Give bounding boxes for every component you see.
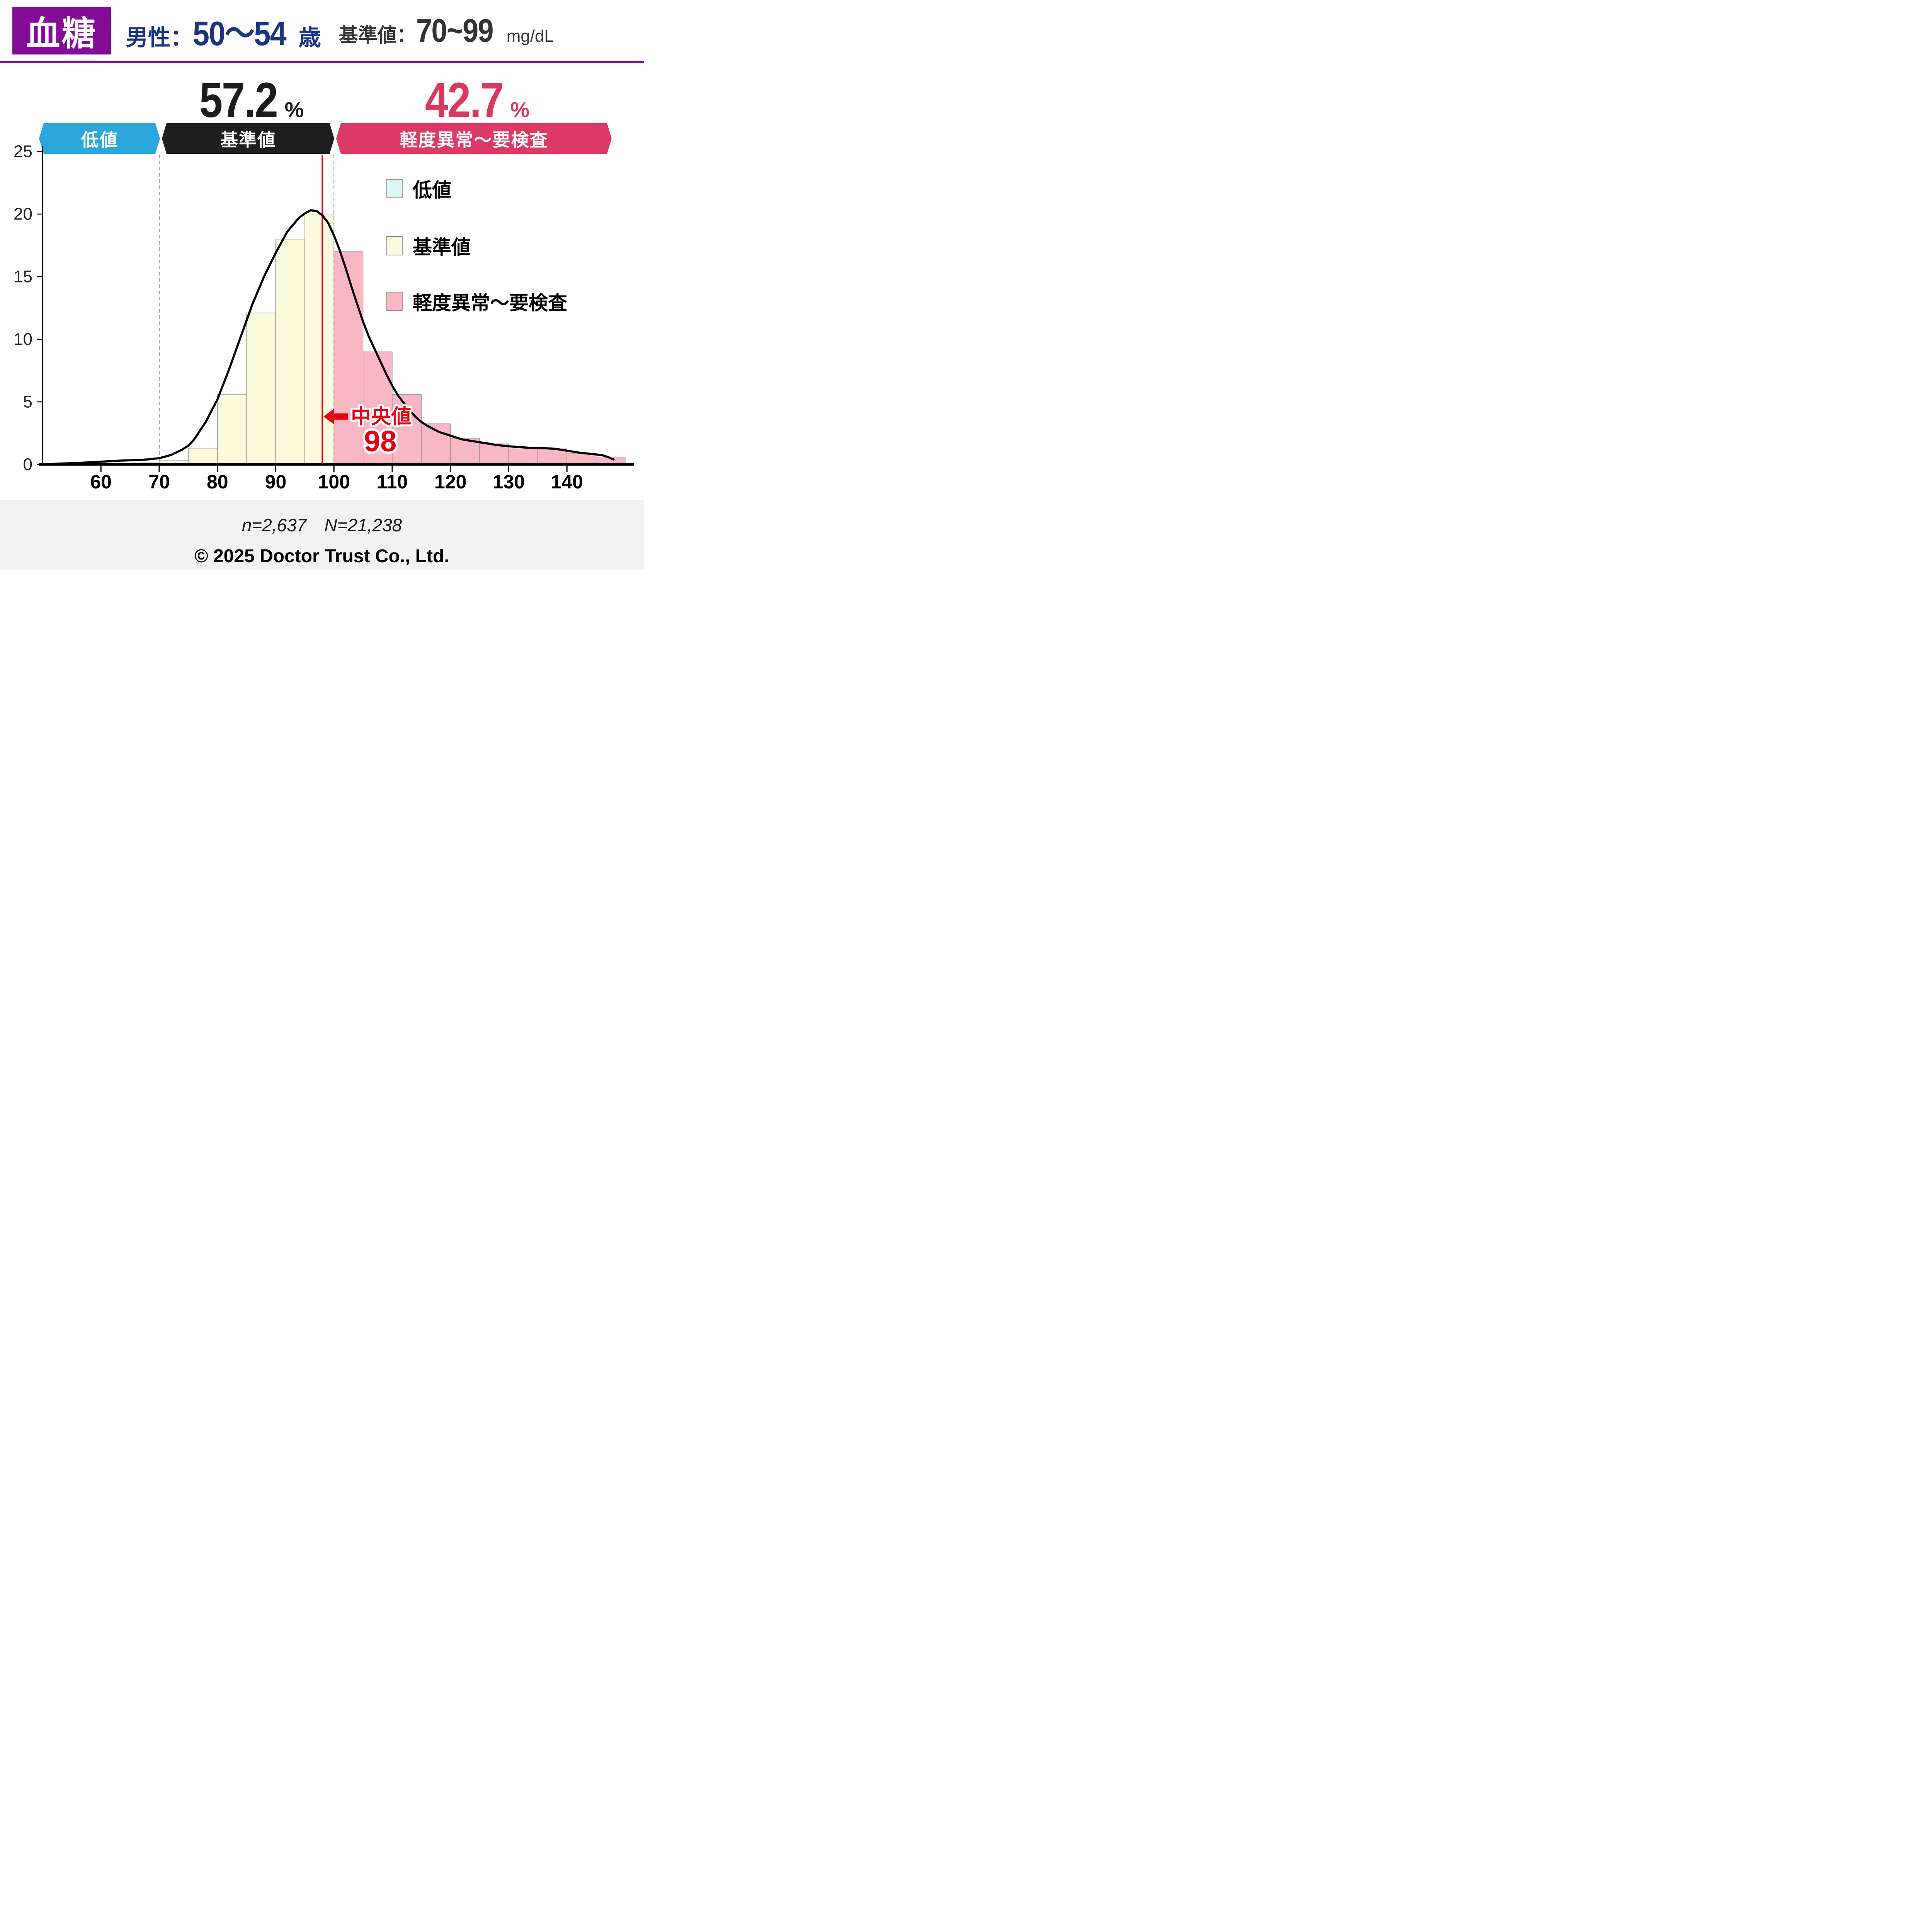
header: 血糖 男性： 50～54 歳 基準値： 70~99 mg/dL [12,6,554,55]
histogram-bar [246,313,276,465]
histogram-bar [333,251,364,465]
sample-N: N=21,238 [324,515,402,535]
group-label: 男性： 50～54 歳 [126,6,321,55]
legend-item-abnormal: 軽度異常～要検査 [386,287,567,315]
y-tick-label: 20 [14,205,32,224]
legend-label-low: 低値 [413,179,451,201]
reference-value: 70~99 [416,12,494,49]
sample-n: n=2,637 [242,515,307,535]
median-label: 中央値 [351,406,411,428]
y-tick-label: 10 [14,330,32,349]
x-tick-label: 90 [265,471,287,493]
group-age-range: 50～54 [193,14,287,53]
reference-range: 基準値： 70~99 mg/dL [339,12,554,49]
x-tick-label: 130 [493,471,525,493]
banner-normal: 基準値 [162,123,334,154]
x-tick-label: 80 [207,471,228,493]
footer-band [0,500,644,570]
percent-sign: % [284,97,304,122]
histogram-bar [450,438,480,465]
histogram-bar [217,394,247,465]
legend-label-normal: 基準値 [413,236,471,258]
x-tick-label: 70 [148,471,170,493]
copyright: © 2025 Doctor Trust Co., Ltd. [194,546,449,566]
histogram-bar [275,239,305,465]
histogram-bar [479,443,509,465]
page: 血糖 男性： 50～54 歳 基準値： 70~99 mg/dL 57.2% 42.7% … [0,0,644,570]
page-title: 血糖 [12,7,111,54]
x-tick-label: 140 [551,471,583,493]
banner-abnormal: 軽度異常～要検査 [336,123,612,154]
legend-item-normal: 基準値 [386,232,471,260]
histogram-bar [304,214,334,465]
reference-label: 基準値： [338,24,416,46]
header-divider [0,61,644,63]
y-tick-label: 25 [14,142,32,161]
histogram-bar [188,448,218,465]
normal-percentage-value: 57.2 [199,73,278,128]
median-value: 98 [364,425,397,458]
x-tick-label: 60 [90,471,112,493]
normal-percentage: 57.2% [167,72,329,129]
histogram-bar [537,448,567,465]
histogram-bar [508,448,538,465]
banner-low: 低値 [39,123,160,154]
sample-size: n=2,637 N=21,238 [0,515,644,536]
legend-swatch-normal [386,236,403,255]
y-tick-label: 0 [23,455,32,474]
percent-sign: % [510,97,530,122]
x-tick-label: 120 [434,471,466,493]
histogram-bar [362,351,393,465]
density-curve [53,209,615,465]
abnormal-percentage: 42.7% [393,72,555,129]
x-tick-label: 110 [377,471,408,493]
x-tick-label: 100 [318,471,350,493]
abnormal-percentage-value: 42.7 [425,73,503,128]
y-tick-label: 15 [14,267,32,286]
median-arrow-icon [323,409,348,424]
group-prefix: 男性： [126,25,193,50]
legend-swatch-abnormal [386,292,403,311]
legend-label-abnormal: 軽度異常～要検査 [413,292,567,314]
y-tick-label: 5 [23,393,32,412]
histogram-bar [421,423,451,465]
legend-swatch-low [386,179,403,198]
group-suffix: 歳 [298,25,321,50]
reference-unit: mg/dL [506,27,554,46]
legend-item-low: 低値 [386,175,451,202]
